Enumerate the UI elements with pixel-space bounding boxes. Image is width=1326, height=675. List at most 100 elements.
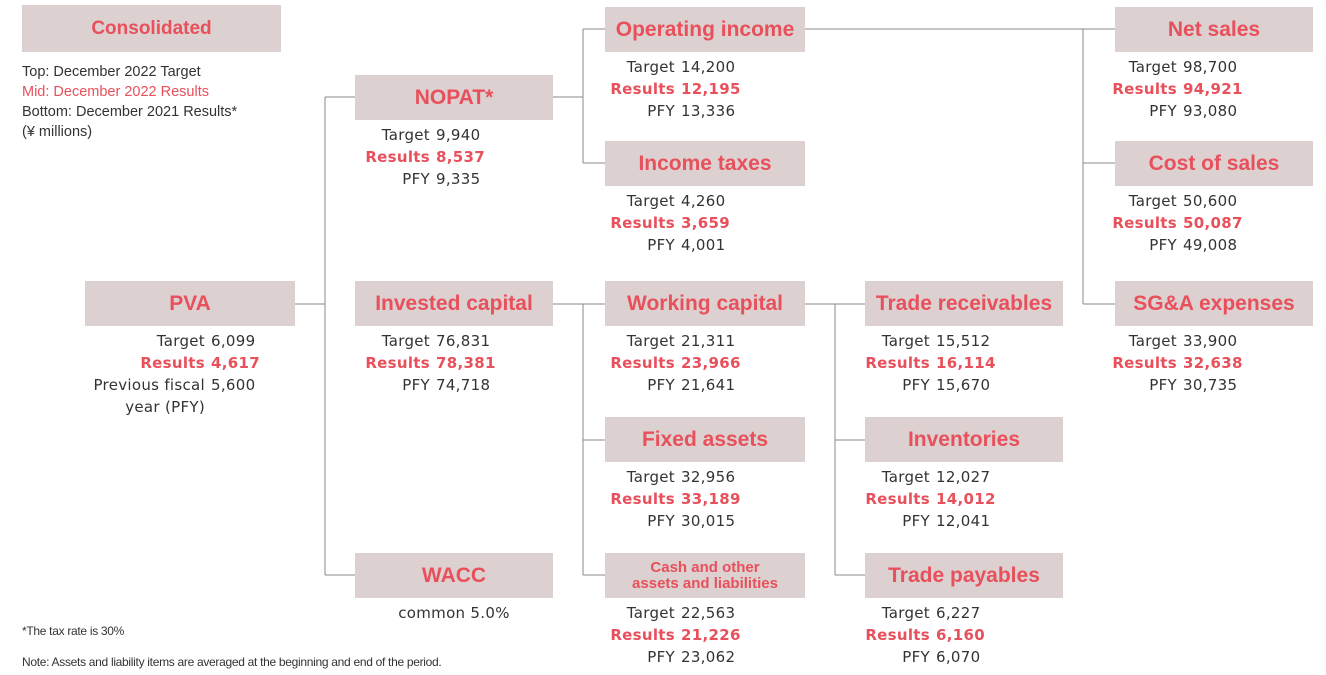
value-row: Results 14,012 xyxy=(840,488,996,510)
node-box: Trade payables xyxy=(865,553,1063,598)
value: 30,735 xyxy=(1183,376,1238,394)
value: 4,260 xyxy=(681,192,726,210)
value: 13,336 xyxy=(681,102,736,120)
value-label: Target xyxy=(626,58,675,76)
value-label: Target xyxy=(1128,332,1177,350)
value-label: Target xyxy=(1128,192,1177,210)
value-label: Results xyxy=(1112,354,1177,372)
footnote: Note: Assets and liability items are ave… xyxy=(22,655,442,669)
value-label: Target xyxy=(626,332,675,350)
node-label: Cash and other xyxy=(650,558,760,576)
node-box: PVA xyxy=(85,281,295,326)
value-row: Results 12,195 xyxy=(585,78,741,100)
value-row: Target 76,831 xyxy=(340,330,490,352)
value-row: Target 22,563 xyxy=(585,602,735,624)
value-row: Results 6,160 xyxy=(840,624,985,646)
value-label: Results xyxy=(865,626,930,644)
node-note: common 5.0% xyxy=(398,604,510,622)
value: 78,381 xyxy=(436,354,496,372)
value-label: Previous fiscal year (PFY) xyxy=(93,376,205,416)
value-label: PFY xyxy=(902,648,930,666)
value: 94,921 xyxy=(1183,80,1243,98)
value-label: PFY xyxy=(647,236,675,254)
value-row: Results 94,921 xyxy=(1087,78,1243,100)
value-label: PFY xyxy=(902,512,930,530)
value: 5,600 xyxy=(211,376,256,394)
value-row: Results 16,114 xyxy=(840,352,996,374)
node-box: Trade receivables xyxy=(865,281,1063,326)
node-box: Cost of sales xyxy=(1115,141,1313,186)
value-row: Target 12,027 xyxy=(840,466,990,488)
value: 23,966 xyxy=(681,354,741,372)
legend: Top: December 2022 Target Mid: December … xyxy=(22,62,237,142)
value-label: Target xyxy=(881,332,930,350)
value-row: Results 4,617 xyxy=(115,352,260,374)
value: 6,099 xyxy=(211,332,256,350)
value-label: PFY xyxy=(1149,102,1177,120)
value-row: Previous fiscal year (PFY) 5,600 xyxy=(85,374,255,418)
node-box: Working capital xyxy=(605,281,805,326)
value: 3,659 xyxy=(681,214,730,232)
value-label: Results xyxy=(865,354,930,372)
value-row: PFY 74,718 xyxy=(340,374,490,396)
value-row: PFY 9,335 xyxy=(340,168,480,190)
value-label: PFY xyxy=(647,512,675,530)
value-row: Results 21,226 xyxy=(585,624,741,646)
value-label: PFY xyxy=(647,102,675,120)
value-row: Target 50,600 xyxy=(1087,190,1237,212)
value-label: Results xyxy=(610,626,675,644)
value-row: Target 32,956 xyxy=(585,466,735,488)
value: 50,600 xyxy=(1183,192,1238,210)
value-row: Results 50,087 xyxy=(1087,212,1243,234)
value-label: PFY xyxy=(647,648,675,666)
value: 14,200 xyxy=(681,58,736,76)
node-box: Operating income xyxy=(605,7,805,52)
value-label: Results xyxy=(610,354,675,372)
node-box: Fixed assets xyxy=(605,417,805,462)
value-row: PFY 30,015 xyxy=(585,510,735,532)
value: 15,670 xyxy=(936,376,991,394)
node-box: Invested capital xyxy=(355,281,553,326)
value-row: PFY 4,001 xyxy=(585,234,725,256)
value-row: PFY 6,070 xyxy=(840,646,980,668)
value: 8,537 xyxy=(436,148,485,166)
value-label: PFY xyxy=(647,376,675,394)
value-label: Target xyxy=(626,192,675,210)
value-row: Target 6,099 xyxy=(115,330,255,352)
value: 32,956 xyxy=(681,468,736,486)
value-row: PFY 13,336 xyxy=(585,100,735,122)
value: 12,195 xyxy=(681,80,741,98)
value-row: Target 15,512 xyxy=(840,330,990,352)
value-row: Target 33,900 xyxy=(1087,330,1237,352)
value-label: Results xyxy=(610,80,675,98)
value: 50,087 xyxy=(1183,214,1243,232)
value: 12,041 xyxy=(936,512,991,530)
value-row: Results 78,381 xyxy=(340,352,496,374)
value: 9,940 xyxy=(436,126,481,144)
value-row: PFY 23,062 xyxy=(585,646,735,668)
value-label: PFY xyxy=(1149,236,1177,254)
value-row: Target 14,200 xyxy=(585,56,735,78)
legend-line: Mid: December 2022 Results xyxy=(22,84,209,100)
value: 15,512 xyxy=(936,332,991,350)
value-label: Results xyxy=(610,490,675,508)
value: 30,015 xyxy=(681,512,736,530)
value-row: Results 3,659 xyxy=(585,212,730,234)
value-label: Target xyxy=(626,604,675,622)
value: 4,001 xyxy=(681,236,726,254)
value-label: Target xyxy=(881,604,930,622)
value-row: PFY 93,080 xyxy=(1087,100,1237,122)
value: 33,900 xyxy=(1183,332,1238,350)
node-box: SG&A expenses xyxy=(1115,281,1313,326)
value-label: Target xyxy=(626,468,675,486)
value-label: Target xyxy=(156,332,205,350)
value-row: Results 33,189 xyxy=(585,488,741,510)
value: 6,070 xyxy=(936,648,981,666)
value-label: Target xyxy=(381,126,430,144)
value-row: PFY 15,670 xyxy=(840,374,990,396)
legend-line: Top: December 2022 Target xyxy=(22,64,201,80)
value: 76,831 xyxy=(436,332,491,350)
value: 74,718 xyxy=(436,376,491,394)
value: 4,617 xyxy=(211,354,260,372)
